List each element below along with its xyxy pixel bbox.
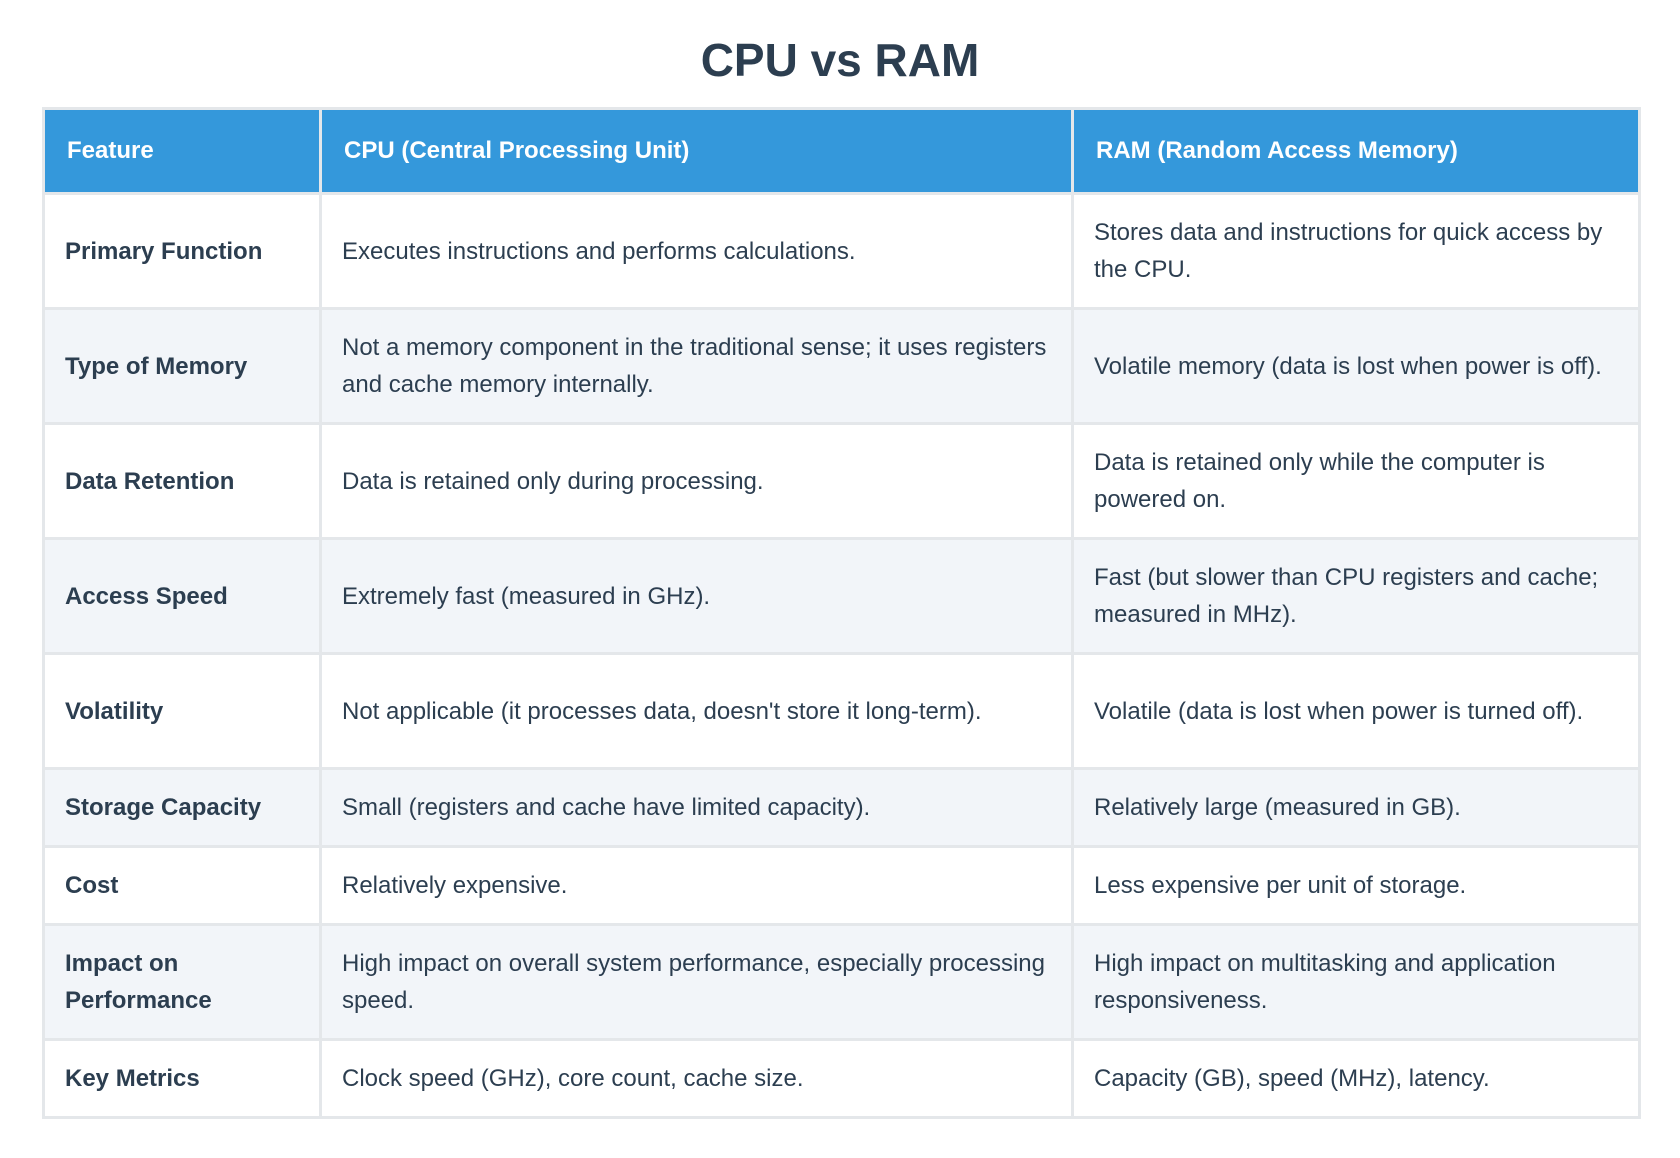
cpu-cell: Clock speed (GHz), core count, cache siz… xyxy=(319,1038,1074,1119)
ram-cell: Relatively large (measured in GB). xyxy=(1071,767,1641,848)
comparison-table: Feature CPU (Central Processing Unit) RA… xyxy=(42,107,1641,1119)
feature-cell: Data Retention xyxy=(42,422,322,540)
ram-cell: Less expensive per unit of storage. xyxy=(1071,845,1641,926)
cpu-cell: High impact on overall system performanc… xyxy=(319,923,1074,1041)
cpu-cell: Extremely fast (measured in GHz). xyxy=(319,537,1074,655)
table-header-row: Feature CPU (Central Processing Unit) RA… xyxy=(42,107,1641,195)
ram-cell: Stores data and instructions for quick a… xyxy=(1071,192,1641,310)
table-row: Primary Function Executes instructions a… xyxy=(42,192,1641,310)
feature-cell: Key Metrics xyxy=(42,1038,322,1119)
table-row: Volatility Not applicable (it processes … xyxy=(42,652,1641,770)
table-row: Storage Capacity Small (registers and ca… xyxy=(42,767,1641,848)
cpu-cell: Small (registers and cache have limited … xyxy=(319,767,1074,848)
cpu-cell: Data is retained only during processing. xyxy=(319,422,1074,540)
feature-cell: Impact on Performance xyxy=(42,923,322,1041)
cpu-cell: Not applicable (it processes data, doesn… xyxy=(319,652,1074,770)
ram-cell: Data is retained only while the computer… xyxy=(1071,422,1641,540)
feature-cell: Access Speed xyxy=(42,537,322,655)
feature-cell: Storage Capacity xyxy=(42,767,322,848)
feature-cell: Type of Memory xyxy=(42,307,322,425)
feature-cell: Primary Function xyxy=(42,192,322,310)
cpu-cell: Relatively expensive. xyxy=(319,845,1074,926)
table-row: Data Retention Data is retained only dur… xyxy=(42,422,1641,540)
page-title: CPU vs RAM xyxy=(700,34,980,86)
feature-cell: Volatility xyxy=(42,652,322,770)
ram-cell: High impact on multitasking and applicat… xyxy=(1071,923,1641,1041)
table-row: Type of Memory Not a memory component in… xyxy=(42,307,1641,425)
ram-cell: Fast (but slower than CPU registers and … xyxy=(1071,537,1641,655)
ram-cell: Capacity (GB), speed (MHz), latency. xyxy=(1071,1038,1641,1119)
header-ram: RAM (Random Access Memory) xyxy=(1071,107,1641,195)
ram-cell: Volatile (data is lost when power is tur… xyxy=(1071,652,1641,770)
feature-cell: Cost xyxy=(42,845,322,926)
cpu-cell: Executes instructions and performs calcu… xyxy=(319,192,1074,310)
table-row: Key Metrics Clock speed (GHz), core coun… xyxy=(42,1038,1641,1119)
header-cpu: CPU (Central Processing Unit) xyxy=(319,107,1074,195)
table-row: Impact on Performance High impact on ove… xyxy=(42,923,1641,1041)
table-row: Cost Relatively expensive. Less expensiv… xyxy=(42,845,1641,926)
header-feature: Feature xyxy=(42,107,322,195)
ram-cell: Volatile memory (data is lost when power… xyxy=(1071,307,1641,425)
cpu-cell: Not a memory component in the traditiona… xyxy=(319,307,1074,425)
table-row: Access Speed Extremely fast (measured in… xyxy=(42,537,1641,655)
